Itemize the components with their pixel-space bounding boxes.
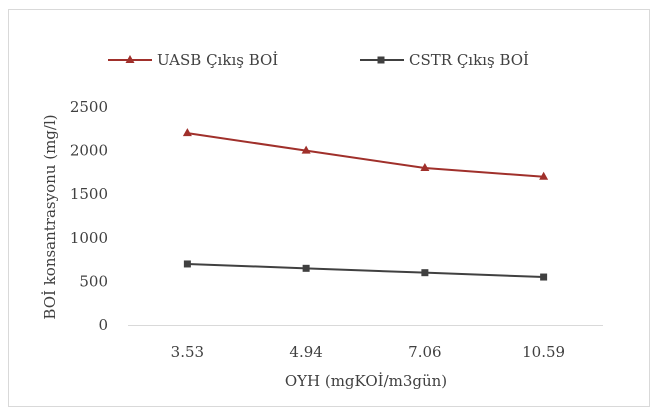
legend-item-uasb: UASB Çıkış BOİ: [108, 51, 278, 69]
data-point: [420, 163, 430, 172]
legend-item-cstr: CSTR Çıkış BOİ: [360, 51, 529, 69]
legend: UASB Çıkış BOİ CSTR Çıkış BOİ: [108, 51, 529, 69]
x-tick-label: 10.59: [522, 343, 565, 361]
x-axis-title: OYH (mgKOİ/m3gün): [285, 372, 447, 390]
x-tick-labels: 3.53 4.94 7.06 10.59: [171, 343, 565, 361]
series-line: [187, 132, 544, 178]
series-uasb: [182, 128, 549, 180]
series-layer: [182, 128, 549, 281]
data-point: [540, 273, 548, 281]
legend-marker-cstr: [377, 56, 385, 64]
x-tick-label: 7.06: [408, 343, 441, 361]
series-cstr: [183, 260, 548, 281]
legend-marker-uasb: [125, 55, 135, 63]
data-point: [182, 128, 192, 137]
chart-frame: [8, 9, 650, 407]
data-point: [421, 269, 429, 277]
y-tick-label: 500: [79, 272, 108, 290]
data-point: [183, 260, 191, 268]
x-tick-label: 3.53: [171, 343, 204, 361]
series-line: [187, 262, 544, 279]
y-axis-title: BOİ konsantrasyonu (mg/l): [41, 114, 59, 319]
y-tick-label: 2000: [70, 142, 108, 160]
y-tick-label: 1500: [70, 185, 108, 203]
legend-label-cstr: CSTR Çıkış BOİ: [409, 51, 529, 69]
y-tick-label: 0: [98, 316, 108, 334]
y-tick-label: 2500: [70, 98, 108, 116]
data-point: [539, 171, 549, 180]
y-tick-labels: 0 500 1000 1500 2000 2500: [70, 98, 108, 334]
data-point: [301, 145, 311, 154]
x-tick-label: 4.94: [289, 343, 322, 361]
y-tick-label: 1000: [70, 229, 108, 247]
legend-label-uasb: UASB Çıkış BOİ: [157, 51, 278, 69]
data-point: [302, 264, 310, 272]
